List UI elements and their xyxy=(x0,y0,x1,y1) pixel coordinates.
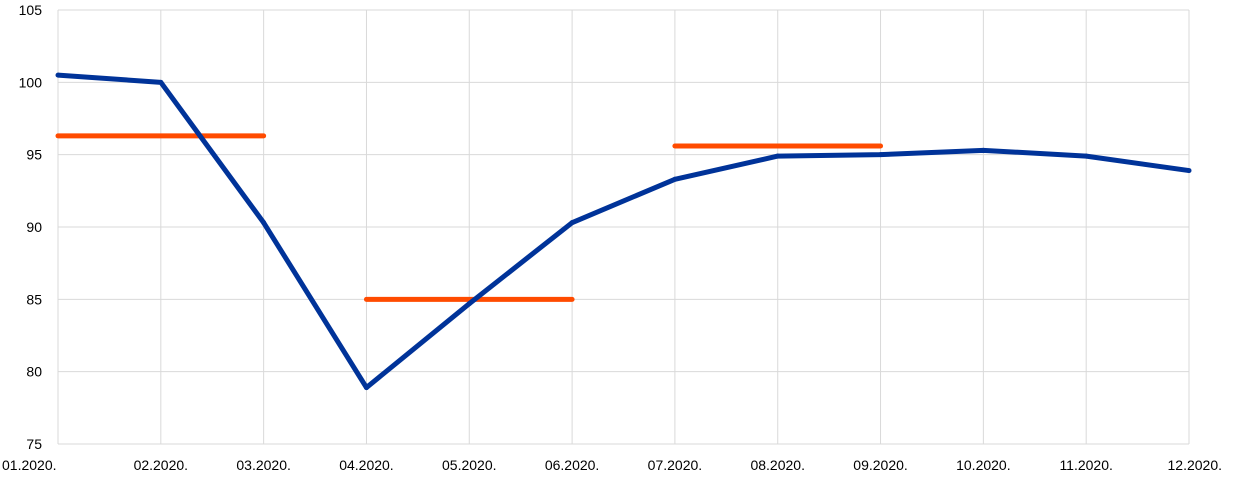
line-series xyxy=(55,72,1192,391)
data-point xyxy=(980,147,986,153)
x-tick-label: 11.2020. xyxy=(1059,457,1112,473)
y-tick-label: 75 xyxy=(26,436,42,452)
data-point xyxy=(261,220,267,226)
data-point xyxy=(55,72,61,78)
x-tick-label: 08.2020. xyxy=(750,457,805,473)
x-tick-label: 09.2020. xyxy=(853,457,908,473)
y-axis-tick-labels: 75 80 85 90 95 100 105 xyxy=(19,2,43,452)
data-point xyxy=(569,220,575,226)
y-tick-label: 85 xyxy=(26,291,42,307)
x-tick-label: 05.2020. xyxy=(442,457,497,473)
horizontal-gridlines xyxy=(58,9,1189,445)
y-tick-label: 100 xyxy=(19,74,43,90)
x-axis-tick-labels: 01.2020. 02.2020. 03.2020. 04.2020. 05.2020.… xyxy=(2,457,1222,473)
x-tick-label: 03.2020. xyxy=(236,457,291,473)
x-tick-label: 04.2020. xyxy=(339,457,394,473)
data-point xyxy=(1186,168,1192,174)
x-tick-label: 01.2020. xyxy=(2,457,57,473)
data-point xyxy=(1083,153,1089,159)
y-tick-label: 95 xyxy=(26,147,42,163)
data-point xyxy=(775,153,781,159)
segment-series xyxy=(55,133,884,302)
x-tick-label: 02.2020. xyxy=(134,457,189,473)
y-tick-label: 80 xyxy=(26,364,42,380)
data-point xyxy=(672,176,678,182)
data-point xyxy=(363,385,369,391)
y-tick-label: 90 xyxy=(26,219,42,235)
data-point xyxy=(878,152,884,158)
series-line xyxy=(57,72,1190,391)
vertical-gridlines xyxy=(57,10,1190,444)
x-tick-label: 10.2020. xyxy=(956,457,1011,473)
data-point xyxy=(158,79,164,85)
data-point xyxy=(466,301,472,307)
x-tick-label: 07.2020. xyxy=(648,457,703,473)
x-tick-label: 12.2020. xyxy=(1168,457,1223,473)
x-tick-label: 06.2020. xyxy=(545,457,600,473)
y-tick-label: 105 xyxy=(19,2,43,18)
